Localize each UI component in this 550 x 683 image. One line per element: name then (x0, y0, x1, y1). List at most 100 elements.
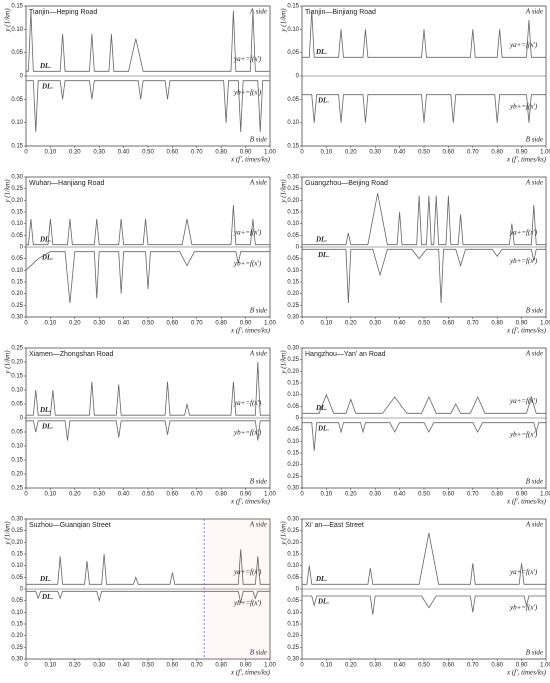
x-axis-label: x (f', times/ks) (506, 156, 547, 164)
x-tick-label: 0 (24, 321, 28, 327)
panel-title: Tianjin—Heping Road (29, 9, 97, 16)
x-tick-label: 0.80 (215, 150, 227, 156)
y-tick-label: 0.30 (11, 517, 23, 523)
y-tick-label: 0.20 (11, 472, 23, 478)
y-tick-label: 0.15 (11, 144, 23, 150)
y-tick-label: 0 (20, 587, 24, 593)
y-tick-label: 0.05 (11, 575, 23, 581)
y-tick-label: 0 (20, 74, 24, 80)
panel: 0 0.10 0.20 0.30 0.40 0.50 0.60 0.70 0.80 0.90 1.0… (4, 517, 277, 677)
x-tick-label: 0.60 (443, 663, 455, 669)
y-tick-label: 0.30 (287, 517, 299, 523)
y-axis-label: y (1/km) (280, 521, 288, 546)
x-tick-label: 0.40 (118, 492, 130, 498)
panel-title: Wuhan—Hanjiang Road (29, 180, 104, 187)
a-side-label: A side (525, 179, 543, 187)
dl-label: DL. (317, 96, 329, 104)
x-tick-label: 0.90 (516, 492, 528, 498)
y-tick-label: 0.20 (11, 633, 23, 639)
series-line (302, 595, 546, 615)
series-label: ya+=f(x') (233, 399, 262, 407)
y-tick-label: 0.20 (287, 198, 299, 204)
y-tick-label: 0.10 (287, 610, 299, 616)
x-tick-label: 0.50 (418, 150, 430, 156)
y-tick-label: 0.15 (11, 210, 23, 216)
panel-title: Xi’ an—East Street (305, 522, 364, 529)
x-tick-label: 0.50 (142, 321, 154, 327)
x-tick-label: 0.70 (191, 492, 203, 498)
y-axis-label: y (1/km) (280, 179, 288, 204)
panel: 0 0.10 0.20 0.30 0.40 0.50 0.60 0.70 0.80 0.90 1.0… (4, 175, 277, 335)
x-tick-label: 0.40 (118, 663, 130, 669)
y-axis-label: y (1/km) (4, 521, 12, 546)
series-line (302, 248, 546, 304)
x-tick-label: 0.30 (369, 321, 381, 327)
x-tick-label: 0.40 (394, 321, 406, 327)
y-tick-label: 0.25 (287, 303, 299, 309)
y-tick-label: 0.05 (11, 50, 23, 56)
y-tick-label: 0 (296, 587, 300, 593)
x-tick-label: 0.70 (467, 321, 479, 327)
series-label: ya+=f(x') (233, 568, 262, 576)
x-tick-label: 0.80 (491, 321, 503, 327)
y-tick-label: 0.15 (11, 4, 23, 10)
series-label: yb+=f(x') (233, 599, 262, 607)
y-tick-label: 0.05 (11, 598, 23, 604)
x-tick-label: 0.80 (491, 150, 503, 156)
series-line (302, 393, 546, 414)
y-tick-label: 0.05 (11, 430, 23, 436)
a-side-label: A side (249, 350, 267, 358)
y-tick-label: 0.20 (287, 540, 299, 546)
x-tick-label: 0.20 (69, 663, 81, 669)
dl-label: DL. (41, 422, 53, 430)
y-axis-label: y (1/km) (4, 8, 12, 33)
y-tick-label: 0.10 (11, 221, 23, 227)
series-line (26, 361, 270, 416)
x-tick-label: 1.00 (540, 321, 550, 327)
a-side-label: A side (525, 350, 543, 358)
y-tick-label: 0.15 (287, 144, 299, 150)
x-tick-label: 0.80 (215, 321, 227, 327)
x-tick-label: 0.60 (167, 663, 179, 669)
y-tick-label: 0.15 (11, 622, 23, 628)
dl-label: DL. (39, 235, 51, 243)
series-label: yb+=f(x') (509, 257, 538, 265)
x-tick-label: 0.70 (467, 150, 479, 156)
y-tick-label: 0.10 (287, 392, 299, 398)
x-tick-label: 0.60 (443, 492, 455, 498)
y-tick-label: 0.15 (287, 210, 299, 216)
x-tick-label: 0.60 (167, 492, 179, 498)
dl-label: DL. (315, 235, 327, 243)
x-tick-label: 0.70 (191, 321, 203, 327)
x-tick-label: 0.30 (93, 663, 105, 669)
x-tick-label: 0.90 (240, 150, 252, 156)
x-tick-label: 0.90 (516, 150, 528, 156)
y-tick-label: 0.05 (11, 402, 23, 408)
x-axis-label: x (f', times/ks) (506, 498, 547, 506)
series-label: ya+=f(x') (233, 55, 262, 63)
panel: 0 0.10 0.20 0.30 0.40 0.50 0.60 0.70 0.80 0.90 1.0… (4, 346, 277, 506)
x-tick-label: 0.10 (321, 150, 333, 156)
y-tick-label: 0.30 (11, 175, 23, 181)
y-tick-label: 0.15 (287, 622, 299, 628)
x-tick-label: 0.10 (45, 492, 57, 498)
x-tick-label: 0.90 (240, 321, 252, 327)
dl-label: DL. (41, 593, 53, 601)
y-tick-label: 0.10 (287, 27, 299, 33)
y-tick-label: 0.05 (11, 97, 23, 103)
x-tick-label: 0.30 (93, 321, 105, 327)
y-tick-label: 0.20 (287, 369, 299, 375)
series-line (302, 10, 546, 58)
y-tick-label: 0.30 (287, 175, 299, 181)
x-axis-label: x (f', times/ks) (230, 669, 271, 677)
series-label: ya+=f(x') (509, 228, 538, 236)
y-axis-label: y (1/km) (4, 350, 12, 375)
dl-label: DL. (317, 598, 329, 606)
y-tick-label: 0.25 (287, 528, 299, 534)
y-tick-label: 0.15 (11, 552, 23, 558)
y-tick-label: 0.15 (11, 458, 23, 464)
y-tick-label: 0.25 (11, 645, 23, 651)
x-tick-label: 0.30 (93, 150, 105, 156)
x-tick-label: 0.90 (516, 321, 528, 327)
